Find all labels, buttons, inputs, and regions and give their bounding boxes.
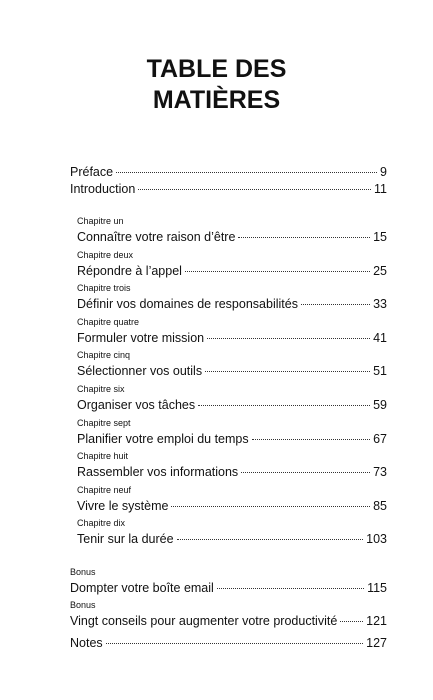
page-number: 9 — [380, 165, 387, 179]
toc-entry: Vingt conseils pour augmenter votre prod… — [70, 613, 387, 629]
dot-leader — [251, 438, 371, 440]
entry-title: Formuler votre mission — [77, 330, 205, 345]
dot-leader — [105, 643, 364, 644]
toc-entry: Formuler votre mission 41 — [77, 330, 387, 346]
entry-title: Notes — [70, 636, 103, 650]
entry-title: Connaître votre raison d’être — [77, 230, 236, 244]
page-number: 73 — [373, 465, 387, 480]
toc-entry: Planifier votre emploi du temps 67 — [77, 431, 387, 447]
toc-entry: Notes 127 — [70, 635, 387, 651]
page-number: 51 — [373, 364, 387, 379]
chapter-label: Chapitre six — [77, 384, 125, 394]
entry-title: Rassembler vos informations — [77, 465, 239, 480]
dot-leader — [207, 337, 371, 339]
entry-title: Planifier votre emploi du temps — [77, 431, 249, 446]
toc-entry: Introduction 11 — [70, 181, 387, 197]
toc-entry: Préface 9 — [70, 164, 387, 180]
chapter-label: Chapitre dix — [77, 518, 126, 529]
dot-leader — [205, 371, 371, 373]
dot-leader — [176, 539, 364, 541]
dot-leader — [340, 621, 364, 622]
toc-entry: Sélectionner vos outils 51 — [77, 363, 387, 379]
toc-entry: Organiser vos tâches 59 — [77, 397, 387, 413]
toc-entry: Dompter votre boîte email 115 — [70, 580, 387, 596]
entry-title: Vivre le système — [77, 498, 169, 513]
page-number: 59 — [373, 398, 387, 412]
page-number: 127 — [366, 636, 387, 650]
entry-title: Organiser vos tâches — [77, 398, 196, 412]
page-number: 67 — [373, 431, 387, 446]
toc-entry: Connaître votre raison d’être 15 — [77, 229, 387, 245]
toc-entry: Définir vos domaines de responsabilités 3… — [77, 296, 387, 312]
page-number: 115 — [367, 581, 387, 595]
toc-entry: Tenir sur la durée 103 — [77, 531, 387, 547]
page-number: 15 — [373, 230, 387, 244]
chapter-label: Chapitre huit — [77, 451, 129, 462]
dot-leader — [198, 405, 371, 406]
page-number: 25 — [373, 263, 387, 278]
page-number: 85 — [373, 498, 387, 513]
entry-title: Préface — [70, 165, 114, 179]
chapter-label: Chapitre neuf — [77, 484, 132, 495]
entry-title: Sélectionner vos outils — [77, 364, 203, 379]
page-number: 121 — [366, 614, 387, 628]
bonus-label: Bonus — [70, 567, 96, 577]
page-number: 33 — [373, 297, 387, 312]
entry-title: Définir vos domaines de responsabilités — [77, 297, 298, 312]
chapter-label: Chapitre deux — [77, 249, 134, 260]
title-text: TABLE DES MATIÈRES — [146, 55, 287, 114]
dot-leader — [184, 270, 371, 272]
dot-leader — [171, 505, 371, 507]
chapter-label: Chapitre un — [77, 216, 124, 226]
dot-leader — [138, 189, 372, 190]
dot-leader — [238, 237, 371, 238]
chapter-label: Chapitre trois — [77, 283, 131, 294]
page-number: 103 — [366, 532, 387, 547]
entry-title: Introduction — [70, 182, 136, 196]
dot-leader — [300, 304, 371, 306]
chapter-label: Chapitre sept — [77, 417, 131, 428]
entry-title: Répondre à l’appel — [77, 263, 182, 278]
page-number: 41 — [373, 330, 387, 345]
dot-leader — [241, 472, 371, 474]
chapter-label: Chapitre quatre — [77, 316, 140, 327]
dot-leader — [116, 172, 378, 173]
toc-entry: Vivre le système 85 — [77, 498, 387, 514]
page-number: 11 — [374, 182, 387, 196]
title: TABLE DES MATIÈRES — [0, 54, 433, 116]
entry-title: Tenir sur la durée — [77, 532, 174, 547]
toc-entry: Rassembler vos informations 73 — [77, 464, 387, 480]
entry-title: Dompter votre boîte email — [70, 581, 214, 595]
toc-entry: Répondre à l’appel 25 — [77, 263, 387, 279]
dot-leader — [216, 588, 365, 589]
bonus-label: Bonus — [70, 600, 96, 610]
entry-title: Vingt conseils pour augmenter votre prod… — [70, 614, 338, 628]
chapter-label: Chapitre cinq — [77, 350, 131, 361]
